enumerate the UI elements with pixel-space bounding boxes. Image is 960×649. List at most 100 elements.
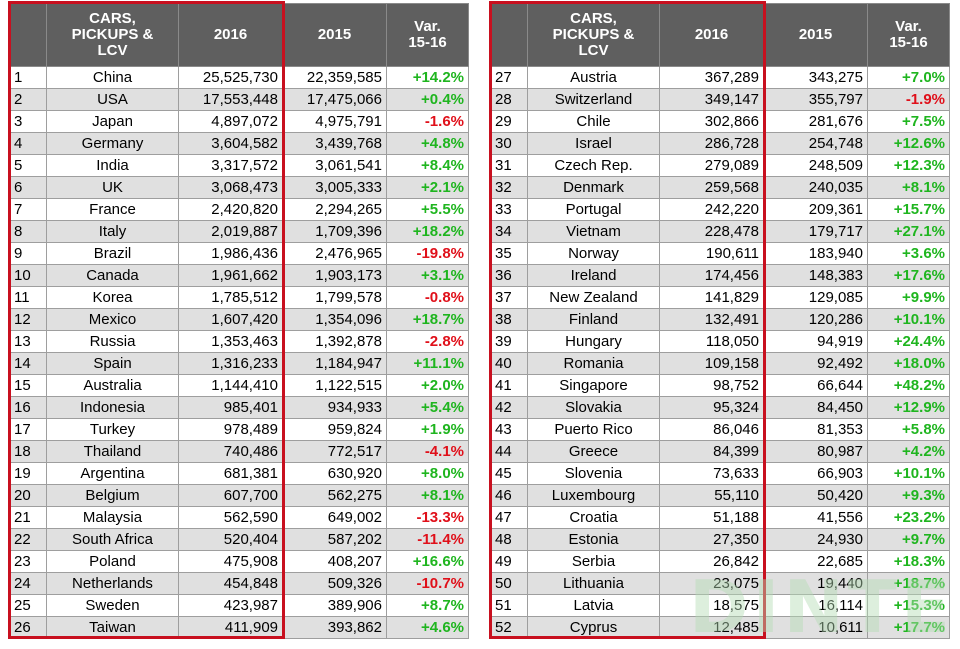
country-cell: UK [46,176,179,199]
header-variation: Var. 15-16 [867,3,950,67]
value-2016-cell: 1,986,436 [178,242,283,265]
variation-cell: +0.4% [386,88,469,111]
value-2015-cell: 148,383 [763,264,868,287]
rank-cell: 37 [490,286,528,309]
value-2016-cell: 84,399 [659,440,764,463]
country-cell: Latvia [527,594,660,617]
rank-cell: 42 [490,396,528,419]
country-cell: Malaysia [46,506,179,529]
rank-cell: 36 [490,264,528,287]
value-2015-cell: 22,685 [763,550,868,573]
rank-cell: 44 [490,440,528,463]
table-row: 17 Turkey 978,489 959,824 +1.9% [9,418,469,441]
value-2016-cell: 86,046 [659,418,764,441]
value-2015-cell: 343,275 [763,66,868,89]
rank-cell: 34 [490,220,528,243]
country-cell: Korea [46,286,179,309]
value-2015-cell: 281,676 [763,110,868,133]
value-2016-cell: 2,420,820 [178,198,283,221]
country-cell: Thailand [46,440,179,463]
variation-cell: +16.6% [386,550,469,573]
country-cell: Chile [527,110,660,133]
header-row: CARS, PICKUPS & LCV 2016 2015 Var. 15-16 [490,3,950,67]
rank-cell: 12 [9,308,47,331]
header-2015: 2015 [282,3,387,67]
table-row: 18 Thailand 740,486 772,517 -4.1% [9,440,469,463]
value-2016-cell: 18,575 [659,594,764,617]
variation-cell: +5.4% [386,396,469,419]
value-2015-cell: 3,005,333 [282,176,387,199]
country-cell: Luxembourg [527,484,660,507]
country-cell: Austria [527,66,660,89]
variation-cell: +7.0% [867,66,950,89]
value-2015-cell: 1,709,396 [282,220,387,243]
country-cell: Argentina [46,462,179,485]
value-2015-cell: 80,987 [763,440,868,463]
table-row: 8 Italy 2,019,887 1,709,396 +18.2% [9,220,469,243]
value-2015-cell: 355,797 [763,88,868,111]
rank-cell: 31 [490,154,528,177]
value-2016-cell: 25,525,730 [178,66,283,89]
table-row: 43 Puerto Rico 86,046 81,353 +5.8% [490,418,950,441]
rank-cell: 50 [490,572,528,595]
value-2016-cell: 259,568 [659,176,764,199]
header-2016: 2016 [659,3,764,67]
country-cell: Portugal [527,198,660,221]
table-row: 42 Slovakia 95,324 84,450 +12.9% [490,396,950,419]
rank-cell: 16 [9,396,47,419]
value-2015-cell: 389,906 [282,594,387,617]
value-2015-cell: 1,354,096 [282,308,387,331]
rank-cell: 14 [9,352,47,375]
value-2016-cell: 228,478 [659,220,764,243]
table-row: 25 Sweden 423,987 389,906 +8.7% [9,594,469,617]
table-row: 34 Vietnam 228,478 179,717 +27.1% [490,220,950,243]
country-cell: Croatia [527,506,660,529]
header-rank [9,3,47,67]
value-2016-cell: 607,700 [178,484,283,507]
table-row: 14 Spain 1,316,233 1,184,947 +11.1% [9,352,469,375]
variation-cell: +8.1% [386,484,469,507]
country-cell: Poland [46,550,179,573]
value-2016-cell: 520,404 [178,528,283,551]
table-row: 5 India 3,317,572 3,061,541 +8.4% [9,154,469,177]
table-row: 41 Singapore 98,752 66,644 +48.2% [490,374,950,397]
value-2015-cell: 248,509 [763,154,868,177]
table-row: 12 Mexico 1,607,420 1,354,096 +18.7% [9,308,469,331]
value-2016-cell: 367,289 [659,66,764,89]
value-2015-cell: 41,556 [763,506,868,529]
value-2016-cell: 681,381 [178,462,283,485]
variation-cell: +4.2% [867,440,950,463]
variation-cell: +4.6% [386,616,469,639]
value-2015-cell: 1,903,173 [282,264,387,287]
value-2016-cell: 1,144,410 [178,374,283,397]
rank-cell: 23 [9,550,47,573]
table-row: 50 Lithuania 23,075 19,440 +18.7% [490,572,950,595]
value-2015-cell: 408,207 [282,550,387,573]
variation-cell: +8.7% [386,594,469,617]
table-row: 45 Slovenia 73,633 66,903 +10.1% [490,462,950,485]
rank-cell: 22 [9,528,47,551]
variation-cell: +23.2% [867,506,950,529]
table-row: 44 Greece 84,399 80,987 +4.2% [490,440,950,463]
table-row: 39 Hungary 118,050 94,919 +24.4% [490,330,950,353]
country-cell: Greece [527,440,660,463]
variation-cell: +18.2% [386,220,469,243]
value-2015-cell: 240,035 [763,176,868,199]
value-2016-cell: 27,350 [659,528,764,551]
value-2015-cell: 393,862 [282,616,387,639]
value-2015-cell: 649,002 [282,506,387,529]
rank-cell: 25 [9,594,47,617]
country-cell: Serbia [527,550,660,573]
variation-cell: +12.3% [867,154,950,177]
table-row: 11 Korea 1,785,512 1,799,578 -0.8% [9,286,469,309]
table-row: 30 Israel 286,728 254,748 +12.6% [490,132,950,155]
value-2015-cell: 81,353 [763,418,868,441]
table-body-right: 27 Austria 367,289 343,275 +7.0% 28 Switzerlan… [490,66,950,639]
rank-cell: 32 [490,176,528,199]
value-2015-cell: 934,933 [282,396,387,419]
rank-cell: 18 [9,440,47,463]
rank-cell: 30 [490,132,528,155]
rank-cell: 43 [490,418,528,441]
value-2016-cell: 3,317,572 [178,154,283,177]
value-2015-cell: 129,085 [763,286,868,309]
